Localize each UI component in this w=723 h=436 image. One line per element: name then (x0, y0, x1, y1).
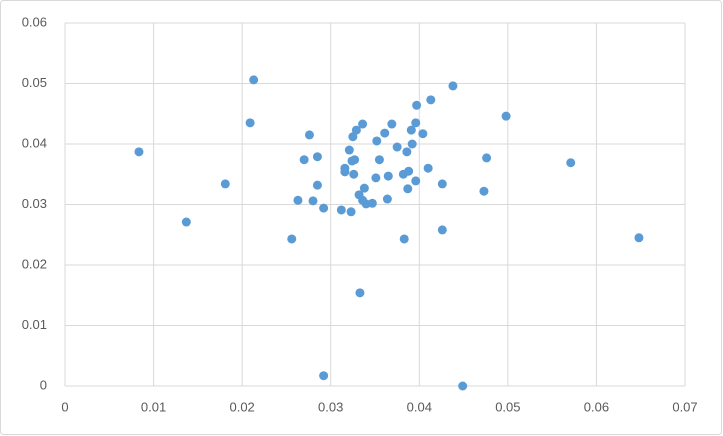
point (344, 145, 354, 155)
point (426, 95, 436, 105)
x-tick-label: 0.04 (407, 399, 432, 414)
point (134, 147, 144, 157)
point (359, 183, 369, 193)
point (245, 118, 255, 128)
point (566, 158, 576, 168)
point (351, 125, 361, 135)
x-tick-label: 0 (61, 399, 68, 414)
y-tick-label: 0.04 (22, 135, 47, 150)
point (412, 100, 422, 110)
x-tick-label: 0.06 (584, 399, 609, 414)
point (482, 153, 492, 163)
point (349, 169, 359, 179)
point (319, 371, 329, 381)
point (406, 125, 416, 135)
point (399, 234, 409, 244)
point (392, 142, 402, 152)
point (634, 233, 644, 243)
y-tick-label: 0.01 (22, 317, 47, 332)
point (293, 195, 303, 205)
point (358, 119, 368, 129)
point (407, 139, 417, 149)
point (220, 179, 230, 189)
x-tick-label: 0.02 (229, 399, 254, 414)
point (387, 119, 397, 129)
point (367, 198, 377, 208)
point (312, 152, 322, 162)
point (479, 186, 489, 196)
point (411, 118, 421, 128)
point (299, 155, 309, 165)
x-tick-label: 0.01 (141, 399, 166, 414)
point (312, 180, 322, 190)
point (448, 81, 458, 91)
point (383, 171, 393, 181)
point (308, 196, 318, 206)
point (249, 75, 259, 85)
x-tick-label: 0.03 (318, 399, 343, 414)
point (437, 179, 447, 189)
point (402, 147, 412, 157)
point (336, 205, 346, 215)
y-tick-label: 0 (40, 377, 47, 392)
point (181, 217, 191, 227)
point (355, 288, 365, 298)
y-tick-label: 0.05 (22, 75, 47, 90)
point (404, 166, 414, 176)
y-tick-label: 0.02 (22, 256, 47, 271)
point (350, 155, 360, 165)
point (287, 234, 297, 244)
point (458, 381, 468, 391)
point (304, 130, 314, 140)
point (501, 111, 511, 121)
x-tick-label: 0.05 (495, 399, 520, 414)
point (382, 194, 392, 204)
point (348, 132, 358, 142)
point (418, 129, 428, 139)
point (319, 203, 329, 213)
point (380, 128, 390, 138)
point (403, 184, 413, 194)
point (372, 136, 382, 146)
point (437, 225, 447, 235)
point (411, 176, 421, 186)
x-tick-label: 0.07 (672, 399, 697, 414)
point (340, 163, 350, 173)
point (374, 155, 384, 165)
point (346, 207, 356, 217)
point (423, 163, 433, 173)
y-tick-label: 0.03 (22, 196, 47, 211)
y-tick-label: 0.06 (22, 14, 47, 29)
point (371, 173, 381, 183)
